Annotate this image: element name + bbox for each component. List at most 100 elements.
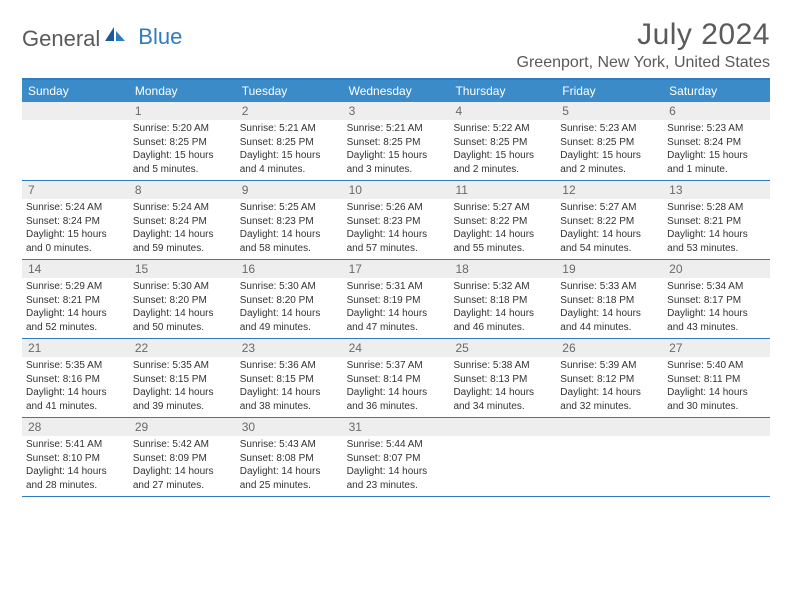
day-cell: 1Sunrise: 5:20 AMSunset: 8:25 PMDaylight… (129, 102, 236, 180)
day-line: Sunset: 8:25 PM (560, 136, 659, 150)
day-line: Daylight: 14 hours (240, 465, 339, 479)
day-content (449, 436, 556, 440)
day-line: Daylight: 14 hours (453, 228, 552, 242)
day-content: Sunrise: 5:35 AMSunset: 8:15 PMDaylight:… (129, 357, 236, 415)
day-cell: 5Sunrise: 5:23 AMSunset: 8:25 PMDaylight… (556, 102, 663, 180)
day-line: Daylight: 15 hours (453, 149, 552, 163)
day-line: Daylight: 14 hours (133, 228, 232, 242)
day-content: Sunrise: 5:27 AMSunset: 8:22 PMDaylight:… (449, 199, 556, 257)
day-cell: 16Sunrise: 5:30 AMSunset: 8:20 PMDayligh… (236, 260, 343, 338)
day-line: Sunrise: 5:38 AM (453, 359, 552, 373)
day-number: 10 (343, 181, 450, 199)
day-line: Daylight: 14 hours (667, 228, 766, 242)
day-content: Sunrise: 5:44 AMSunset: 8:07 PMDaylight:… (343, 436, 450, 494)
week-row: 21Sunrise: 5:35 AMSunset: 8:16 PMDayligh… (22, 339, 770, 418)
day-line: Sunrise: 5:28 AM (667, 201, 766, 215)
day-line: Daylight: 14 hours (133, 465, 232, 479)
day-line: Sunset: 8:24 PM (133, 215, 232, 229)
day-line: Sunrise: 5:20 AM (133, 122, 232, 136)
day-cell: 27Sunrise: 5:40 AMSunset: 8:11 PMDayligh… (663, 339, 770, 417)
day-line: Daylight: 14 hours (560, 307, 659, 321)
day-number: 29 (129, 418, 236, 436)
day-cell: 29Sunrise: 5:42 AMSunset: 8:09 PMDayligh… (129, 418, 236, 496)
day-cell: 12Sunrise: 5:27 AMSunset: 8:22 PMDayligh… (556, 181, 663, 259)
day-line: Sunrise: 5:40 AM (667, 359, 766, 373)
week-row: 1Sunrise: 5:20 AMSunset: 8:25 PMDaylight… (22, 102, 770, 181)
day-number: 7 (22, 181, 129, 199)
day-number: 2 (236, 102, 343, 120)
day-line: Sunrise: 5:22 AM (453, 122, 552, 136)
day-content: Sunrise: 5:30 AMSunset: 8:20 PMDaylight:… (236, 278, 343, 336)
day-cell: 21Sunrise: 5:35 AMSunset: 8:16 PMDayligh… (22, 339, 129, 417)
weekday-label: Thursday (449, 80, 556, 102)
day-content: Sunrise: 5:42 AMSunset: 8:09 PMDaylight:… (129, 436, 236, 494)
day-content: Sunrise: 5:35 AMSunset: 8:16 PMDaylight:… (22, 357, 129, 415)
day-line: Sunset: 8:25 PM (240, 136, 339, 150)
day-cell: 23Sunrise: 5:36 AMSunset: 8:15 PMDayligh… (236, 339, 343, 417)
day-number-empty (556, 418, 663, 436)
day-cell: 4Sunrise: 5:22 AMSunset: 8:25 PMDaylight… (449, 102, 556, 180)
day-cell: 15Sunrise: 5:30 AMSunset: 8:20 PMDayligh… (129, 260, 236, 338)
day-cell: 30Sunrise: 5:43 AMSunset: 8:08 PMDayligh… (236, 418, 343, 496)
logo-text-1: General (22, 26, 100, 52)
day-line: Daylight: 14 hours (667, 386, 766, 400)
day-number: 19 (556, 260, 663, 278)
day-line: Sunrise: 5:27 AM (453, 201, 552, 215)
day-line: Sunrise: 5:30 AM (133, 280, 232, 294)
day-line: Sunset: 8:23 PM (347, 215, 446, 229)
day-line: Daylight: 14 hours (133, 386, 232, 400)
day-number: 14 (22, 260, 129, 278)
calendar: SundayMondayTuesdayWednesdayThursdayFrid… (22, 78, 770, 497)
weekday-label: Wednesday (343, 80, 450, 102)
day-line: Sunrise: 5:25 AM (240, 201, 339, 215)
day-line: and 50 minutes. (133, 321, 232, 335)
weekday-label: Sunday (22, 80, 129, 102)
day-line: Sunrise: 5:44 AM (347, 438, 446, 452)
day-line: and 0 minutes. (26, 242, 125, 256)
day-line: and 2 minutes. (453, 163, 552, 177)
day-line: Sunrise: 5:35 AM (26, 359, 125, 373)
day-cell (556, 418, 663, 496)
day-line: and 54 minutes. (560, 242, 659, 256)
day-line: Daylight: 15 hours (560, 149, 659, 163)
day-line: and 30 minutes. (667, 400, 766, 414)
day-cell: 20Sunrise: 5:34 AMSunset: 8:17 PMDayligh… (663, 260, 770, 338)
day-number: 24 (343, 339, 450, 357)
day-cell: 14Sunrise: 5:29 AMSunset: 8:21 PMDayligh… (22, 260, 129, 338)
day-cell: 19Sunrise: 5:33 AMSunset: 8:18 PMDayligh… (556, 260, 663, 338)
day-cell: 18Sunrise: 5:32 AMSunset: 8:18 PMDayligh… (449, 260, 556, 338)
weekday-label: Friday (556, 80, 663, 102)
day-number: 22 (129, 339, 236, 357)
day-line: Sunset: 8:22 PM (453, 215, 552, 229)
day-line: Daylight: 14 hours (667, 307, 766, 321)
day-line: and 47 minutes. (347, 321, 446, 335)
day-line: and 49 minutes. (240, 321, 339, 335)
day-number: 11 (449, 181, 556, 199)
day-line: Sunrise: 5:37 AM (347, 359, 446, 373)
day-cell: 3Sunrise: 5:21 AMSunset: 8:25 PMDaylight… (343, 102, 450, 180)
day-cell: 9Sunrise: 5:25 AMSunset: 8:23 PMDaylight… (236, 181, 343, 259)
day-content: Sunrise: 5:43 AMSunset: 8:08 PMDaylight:… (236, 436, 343, 494)
day-line: Daylight: 14 hours (133, 307, 232, 321)
day-number: 25 (449, 339, 556, 357)
day-number: 23 (236, 339, 343, 357)
day-line: Sunrise: 5:21 AM (347, 122, 446, 136)
day-number: 9 (236, 181, 343, 199)
day-line: Daylight: 14 hours (26, 386, 125, 400)
day-line: and 44 minutes. (560, 321, 659, 335)
day-line: and 4 minutes. (240, 163, 339, 177)
day-line: Sunset: 8:18 PM (560, 294, 659, 308)
day-line: and 3 minutes. (347, 163, 446, 177)
day-content: Sunrise: 5:31 AMSunset: 8:19 PMDaylight:… (343, 278, 450, 336)
day-number: 26 (556, 339, 663, 357)
day-cell: 26Sunrise: 5:39 AMSunset: 8:12 PMDayligh… (556, 339, 663, 417)
day-line: and 23 minutes. (347, 479, 446, 493)
day-number: 31 (343, 418, 450, 436)
day-number: 12 (556, 181, 663, 199)
day-content: Sunrise: 5:30 AMSunset: 8:20 PMDaylight:… (129, 278, 236, 336)
logo: General Blue (22, 26, 182, 52)
day-number: 4 (449, 102, 556, 120)
day-line: and 28 minutes. (26, 479, 125, 493)
day-line: Sunset: 8:25 PM (133, 136, 232, 150)
day-line: and 36 minutes. (347, 400, 446, 414)
